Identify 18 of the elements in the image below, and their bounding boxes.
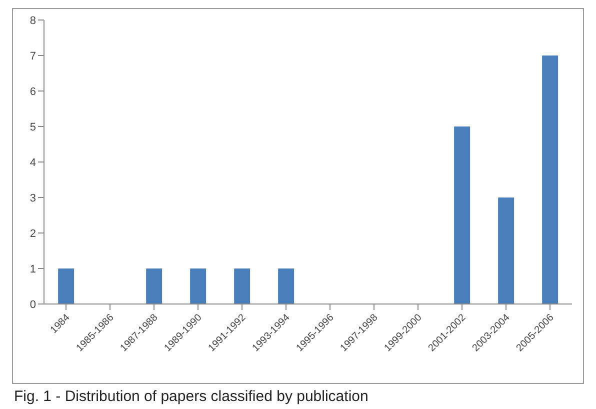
y-tick-label: 8 [30, 14, 36, 27]
y-tick-label: 7 [30, 50, 36, 62]
bar [454, 126, 470, 304]
bar [278, 268, 294, 304]
y-tick-label: 6 [30, 86, 36, 98]
caption: Fig. 1 - Distribution of papers classified by publication [14, 388, 368, 405]
y-tick-label: 3 [30, 192, 36, 204]
bar [58, 268, 74, 304]
y-tick-label: 1 [30, 263, 36, 276]
y-tick-label: 0 [30, 298, 36, 311]
bar [234, 268, 250, 304]
y-tick-label: 2 [30, 228, 36, 240]
bar [190, 268, 206, 304]
bar [542, 56, 558, 304]
bar [498, 198, 514, 304]
y-tick-label: 4 [30, 156, 36, 169]
bar [146, 268, 162, 304]
y-tick-label: 5 [30, 121, 36, 134]
